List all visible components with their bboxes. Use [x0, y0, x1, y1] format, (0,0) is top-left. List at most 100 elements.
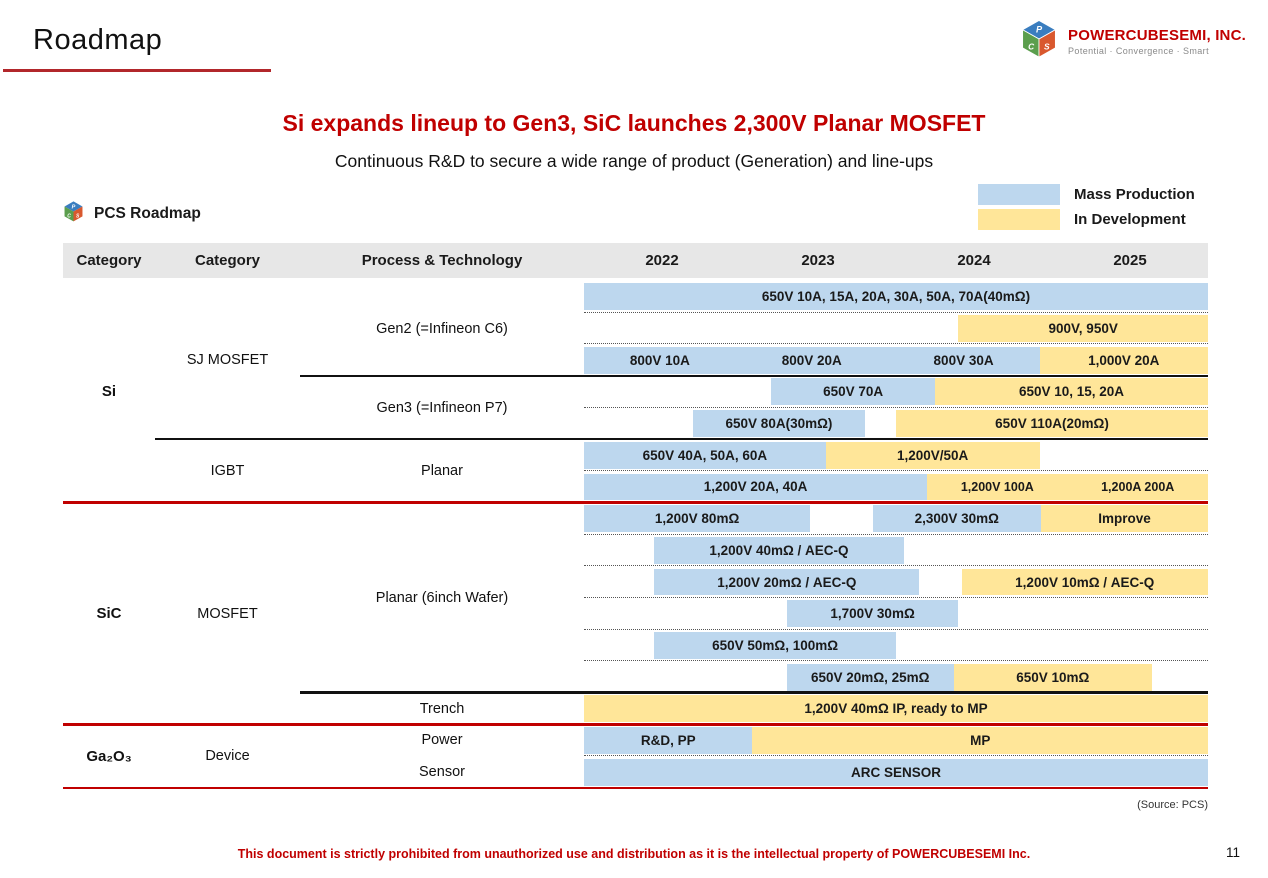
roadmap-row: 650V 20mΩ, 25mΩ 650V 10mΩ	[584, 661, 1208, 693]
bar-label: 650V 50mΩ, 100mΩ	[712, 637, 839, 653]
roadmap-bar-dev: 1,200V 100A 1,200A 200A	[927, 473, 1208, 501]
roadmap-bar-dev: 1,000V 20A	[1039, 346, 1208, 374]
group-label-cat2: MOSFET	[197, 605, 258, 622]
bar-label: 1,200V 80mΩ	[654, 511, 740, 527]
section-divider-red	[63, 501, 1208, 504]
svg-text:C: C	[1028, 42, 1035, 52]
roadmap-bar-mp: R&D, PP	[584, 727, 753, 754]
row-separator-dotted	[584, 565, 1208, 567]
bar-label: 2,300V 30mΩ	[914, 511, 1000, 527]
group-label-process: Gen3 (=Infineon P7)	[376, 399, 508, 416]
roadmap-row: 650V 50mΩ, 100mΩ	[584, 630, 1208, 662]
year-header-2023: 2023	[801, 252, 835, 269]
roadmap-bar-mp: 650V 20mΩ, 25mΩ	[786, 663, 954, 691]
bar-label: 650V 10A, 15A, 20A, 30A, 50A, 70A(40mΩ)	[761, 289, 1031, 305]
row-separator-dotted	[584, 406, 1208, 408]
bar-label: 650V 10mΩ	[1016, 669, 1090, 685]
roadmap-row: 1,200V 80mΩ 2,300V 30mΩ Improve	[584, 503, 1208, 535]
svg-text:C: C	[67, 214, 71, 220]
bar-label: 1,200V 20A, 40A	[703, 479, 808, 495]
roadmap-bar-mp: 800V 10A 800V 20A 800V 30A	[584, 346, 1040, 374]
roadmap-bar-mp: 650V 50mΩ, 100mΩ	[654, 631, 896, 659]
legend-item-mass-production: Mass Production	[978, 182, 1208, 207]
bar-label: R&D, PP	[640, 732, 696, 748]
bar-label: 1,200V 20mΩ / AEC-Q	[717, 574, 857, 590]
page-title: Roadmap	[33, 24, 163, 56]
group-label-process: Power	[421, 732, 463, 749]
roadmap-bar-dev: 900V, 950V	[958, 315, 1208, 342]
roadmap-bar-dev: 650V 10, 15, 20A	[935, 378, 1208, 406]
source-note: (Source: PCS)	[1137, 799, 1208, 811]
disclaimer-text: This document is strictly prohibited fro…	[237, 847, 1031, 861]
year-header-2024: 2024	[957, 252, 991, 269]
roadmap-bar-dev: MP	[752, 727, 1208, 754]
bar-label: 1,200A 200A	[1101, 479, 1175, 494]
roadmap-row: ARC SENSOR	[584, 756, 1208, 788]
legend-label: Mass Production	[1074, 186, 1195, 203]
row-separator-dotted	[584, 596, 1208, 598]
section-divider-black	[300, 374, 1208, 378]
group-label-process: Sensor	[419, 764, 465, 781]
column-header-category-1: Category	[76, 252, 142, 269]
bar-label: 1,200V/50A	[897, 447, 969, 463]
svg-text:P: P	[1036, 24, 1043, 34]
roadmap-bar-mp: 1,200V 40mΩ / AEC-Q	[654, 536, 904, 564]
slide-headline: Si expands lineup to Gen3, SiC launches …	[282, 110, 986, 136]
bar-label: 800V 30A	[933, 352, 994, 368]
row-separator-dotted	[584, 660, 1208, 662]
bar-label: 650V 80A(30mΩ)	[725, 416, 833, 432]
group-label-process: Gen2 (=Infineon C6)	[376, 320, 508, 337]
pcs-cube-icon: P C S	[62, 200, 85, 228]
year-header-2025: 2025	[1113, 252, 1147, 269]
legend: Mass Production In Development	[978, 182, 1208, 232]
mass-production-swatch	[978, 184, 1060, 205]
bar-label: 650V 70A	[823, 384, 884, 400]
bar-label: 1,000V 20A	[1088, 352, 1160, 368]
group-label-cat1: SiC	[96, 605, 122, 623]
roadmap-row: 650V 70A 650V 10, 15, 20A	[584, 376, 1208, 408]
roadmap-bar-mp: 2,300V 30mΩ	[872, 505, 1042, 533]
roadmap-bar-dev: 1,200V 40mΩ IP, ready to MP	[584, 695, 1208, 723]
roadmap-bar-dev: 650V 10mΩ	[953, 663, 1152, 691]
roadmap-bar-dev: 1,200V/50A	[825, 441, 1040, 469]
group-label-process: Planar	[421, 463, 463, 480]
roadmap-bar-mp: 650V 40A, 50A, 60A	[584, 441, 826, 469]
group-label-cat1: Ga₂O₃	[86, 747, 132, 765]
bar-label: MP	[970, 732, 991, 748]
roadmap-bar-dev: Improve	[1041, 505, 1208, 533]
section-divider-red	[63, 786, 1208, 789]
roadmap-row: 900V, 950V	[584, 313, 1208, 345]
bar-label: 650V 20mΩ, 25mΩ	[811, 669, 930, 685]
roadmap-row: 800V 10A 800V 20A 800V 30A 1,000V 20A	[584, 344, 1208, 376]
roadmap-bar-mp: 650V 70A	[771, 378, 935, 406]
row-separator-dotted	[584, 470, 1208, 472]
year-headers: 2022 2023 2024 2025	[584, 243, 1208, 278]
roadmap-row: 1,200V 20A, 40A 1,200V 100A 1,200A 200A	[584, 471, 1208, 503]
roadmap-bar-mp: 1,700V 30mΩ	[786, 600, 959, 628]
roadmap-row: 1,200V 40mΩ / AEC-Q	[584, 535, 1208, 567]
group-label-process: Planar (6inch Wafer)	[375, 589, 509, 606]
logo-brand-text: POWERCUBESEMI, INC.	[1068, 27, 1246, 44]
slide-subheadline: Continuous R&D to secure a wide range of…	[334, 151, 934, 171]
column-header-category-2: Category	[194, 252, 261, 269]
column-header-process-technology: Process & Technology	[361, 252, 523, 269]
group-label-cat2: SJ MOSFET	[186, 352, 269, 369]
bar-label: 650V 110A(20mΩ)	[995, 416, 1109, 432]
svg-text:S: S	[1044, 42, 1050, 52]
bar-label: 1,700V 30mΩ	[830, 606, 915, 622]
bar-label: 1,200V 100A	[960, 479, 1034, 494]
bar-label: 1,200V 10mΩ / AEC-Q	[1015, 574, 1155, 590]
company-logo: P C S POWERCUBESEMI, INC. Potential · Co…	[1018, 18, 1246, 65]
group-label-cat2: Device	[205, 748, 250, 765]
roadmap-row: R&D, PP MP	[584, 725, 1208, 757]
pcs-roadmap-label: PCS Roadmap	[94, 205, 201, 222]
legend-item-in-development: In Development	[978, 207, 1208, 232]
roadmap-bar-mp: 650V 80A(30mΩ)	[693, 410, 865, 438]
bar-label: 800V 20A	[781, 352, 842, 368]
roadmap-row: 1,700V 30mΩ	[584, 598, 1208, 630]
row-separator-dotted	[584, 755, 1208, 757]
bar-label: 1,200V 40mΩ IP, ready to MP	[804, 701, 988, 717]
row-separator-dotted	[584, 628, 1208, 630]
roadmap-row: 650V 10A, 15A, 20A, 30A, 50A, 70A(40mΩ)	[584, 281, 1208, 313]
